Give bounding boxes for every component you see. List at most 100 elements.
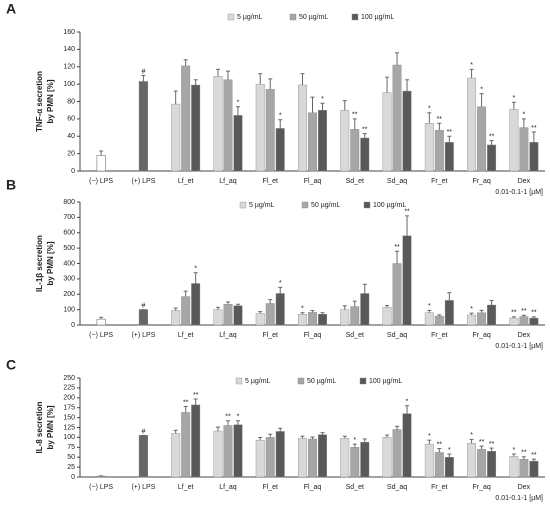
significance-label: **	[352, 112, 358, 119]
bar	[233, 115, 243, 172]
y-tick-label: 125	[63, 424, 75, 431]
bar	[191, 404, 201, 478]
bar	[308, 438, 317, 478]
y-tick-label: 40	[67, 133, 75, 140]
y-tick-label: 25	[67, 464, 75, 471]
bar	[487, 304, 497, 326]
significance-label: *	[321, 96, 324, 103]
bar	[318, 109, 327, 172]
x-tick-label: Sd_aq	[387, 178, 407, 185]
x-tick-label: Sd_et	[346, 178, 364, 185]
note: 0.01-0.1-1 [µM]	[495, 495, 543, 502]
bar	[467, 77, 477, 172]
bar	[223, 425, 233, 478]
x-tick-label: Dex	[518, 484, 531, 491]
significance-label: **	[394, 244, 400, 251]
y-tick-label: 60	[67, 116, 75, 123]
significance-label: *	[237, 100, 240, 107]
x-tick-label: (−) LPS	[89, 178, 113, 185]
significance-label: *	[512, 447, 515, 454]
bar	[138, 309, 148, 326]
bar	[171, 103, 181, 172]
y-tick-label: 250	[63, 375, 75, 382]
bar	[298, 314, 307, 326]
bar	[402, 90, 412, 172]
significance-label: **	[489, 133, 495, 140]
x-tick-label: Lf_et	[178, 332, 194, 339]
bar	[350, 306, 360, 326]
bar	[298, 84, 307, 172]
y-tick-label: 120	[63, 64, 75, 71]
significance-label: **	[437, 116, 443, 123]
x-tick-label: (−) LPS	[89, 332, 113, 339]
bar	[402, 235, 412, 326]
bar	[487, 451, 497, 478]
bar	[424, 312, 434, 326]
significance-label: *	[470, 306, 473, 313]
significance-label: **	[183, 399, 189, 406]
x-tick-label: Fr_et	[431, 178, 447, 185]
y-tick-label: 0	[71, 474, 75, 481]
y-axis-label: TNF-α secretion	[35, 71, 44, 132]
significance-label: *	[279, 113, 282, 120]
bar	[477, 449, 487, 478]
bar	[308, 312, 317, 326]
significance-label: *	[480, 87, 483, 94]
bar	[233, 424, 243, 478]
significance-label: **	[531, 310, 537, 317]
bar	[350, 129, 360, 172]
x-tick-label: (+) LPS	[131, 178, 155, 185]
x-tick-label: Sd_et	[346, 484, 364, 491]
bar	[434, 452, 444, 478]
significance-label: *	[428, 106, 431, 113]
significance-label: **	[531, 452, 537, 459]
bar	[181, 412, 191, 478]
significance-label: **	[531, 125, 537, 132]
bar	[444, 142, 454, 172]
x-tick-label: Dex	[518, 178, 531, 185]
y-tick-label: 20	[67, 150, 75, 157]
bar	[96, 475, 106, 478]
y-axis-label: by PMN [%]	[46, 79, 55, 123]
bar	[509, 456, 519, 478]
note: 0.01-0.1-1 [µM]	[495, 343, 543, 350]
bar	[509, 109, 519, 172]
panel-label: C	[6, 357, 16, 373]
x-tick-label: Lf_aq	[219, 484, 237, 491]
significance-label: *	[470, 62, 473, 69]
significance-label: *	[353, 437, 356, 444]
bar	[340, 437, 350, 478]
bar	[360, 293, 370, 326]
significance-label: **	[447, 129, 453, 136]
significance-label: **	[404, 209, 410, 216]
significance-label: **	[193, 392, 199, 399]
x-tick-label: Sd_aq	[387, 484, 407, 491]
y-tick-label: 300	[63, 276, 75, 283]
bar	[191, 84, 201, 172]
bar	[213, 309, 223, 326]
legend-swatch	[235, 377, 243, 385]
y-tick-label: 100	[63, 81, 75, 88]
x-tick-label: Lf_aq	[219, 178, 237, 185]
significance-label: **	[521, 450, 527, 457]
legend-swatch	[227, 13, 235, 21]
x-tick-label: Fr_et	[431, 484, 447, 491]
bar	[529, 317, 539, 326]
bar	[467, 443, 477, 478]
x-tick-label: Fl_aq	[304, 332, 322, 339]
y-tick-label: 140	[63, 46, 75, 53]
bar	[434, 315, 444, 326]
bar	[340, 109, 350, 172]
bar	[509, 317, 519, 326]
bar	[138, 435, 148, 478]
significance-label: #	[141, 428, 145, 435]
bar	[424, 443, 434, 478]
bar	[275, 293, 285, 326]
bar	[487, 144, 497, 172]
bar	[191, 283, 201, 326]
bar	[444, 457, 454, 478]
x-tick-label: Fl_et	[262, 178, 278, 185]
legend-swatch	[363, 201, 371, 209]
significance-label: **	[437, 441, 443, 448]
